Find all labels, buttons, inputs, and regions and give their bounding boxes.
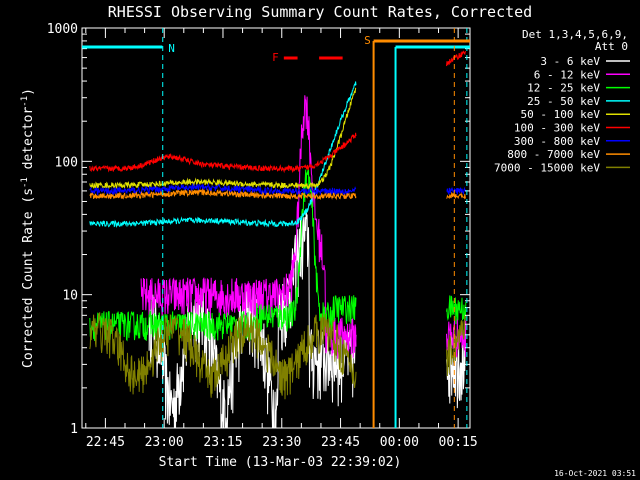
y-tick-label: 10 [62, 289, 78, 304]
y-tick-label: 100 [55, 155, 78, 170]
data-marks [89, 50, 467, 428]
annotation-s: S [364, 34, 371, 47]
y-tick-label: 1000 [47, 22, 78, 37]
series-line-3 [89, 81, 357, 228]
annotation-n: N [168, 42, 175, 55]
x-tick-label: 23:00 [145, 435, 184, 450]
legend-label: 6 - 12 keV [534, 68, 601, 81]
series-3 [89, 81, 357, 228]
legend-label: 3 - 6 keV [540, 55, 600, 68]
series-8 [89, 312, 467, 400]
legend-label: 7000 - 15000 keV [494, 161, 600, 174]
x-tick-label: 00:15 [439, 435, 478, 450]
legend-label: 50 - 100 keV [521, 108, 601, 121]
legend-header: Det 1,3,4,5,6,9, [522, 28, 628, 41]
x-tick-label: 22:45 [86, 435, 125, 450]
y-axis-label: Corrected Count Rate (s-1 detector-1) [20, 88, 36, 368]
y-tick-label: 1 [70, 422, 78, 437]
series-line-8 [89, 312, 467, 400]
x-tick-label: 23:45 [321, 435, 360, 450]
series-4 [89, 87, 357, 190]
legend-header: Att 0 [595, 40, 628, 53]
legend-label: 100 - 300 keV [514, 122, 600, 135]
series-6 [89, 182, 467, 197]
annotations: N F S [82, 28, 470, 428]
series-line-7 [89, 188, 467, 201]
annotation-f: F [272, 51, 279, 64]
legend-label: 25 - 50 keV [527, 95, 600, 108]
legend-label: 800 - 7000 keV [507, 148, 600, 161]
series-5 [89, 50, 466, 174]
series-line-6 [89, 182, 467, 197]
x-tick-label: 23:15 [203, 435, 242, 450]
footer-timestamp: 16-Oct-2021 03:51 [554, 469, 636, 478]
chart-title: RHESSI Observing Summary Count Rates, Co… [108, 3, 532, 21]
legend-label: 12 - 25 keV [527, 82, 600, 95]
x-axis-label: Start Time (13-Mar-03 22:39:02) [159, 455, 402, 470]
plot-frame [81, 27, 471, 429]
plot-axes: 1 10 100 1000 22:45 23:00 23:15 23:30 23:45 00:00… [47, 22, 478, 450]
legend-label: 300 - 800 keV [514, 135, 600, 148]
series-line-5 [89, 50, 466, 174]
series-7 [89, 188, 467, 201]
x-tick-label: 23:30 [262, 435, 301, 450]
x-tick-label: 00:00 [380, 435, 419, 450]
series-line-4 [89, 87, 357, 190]
